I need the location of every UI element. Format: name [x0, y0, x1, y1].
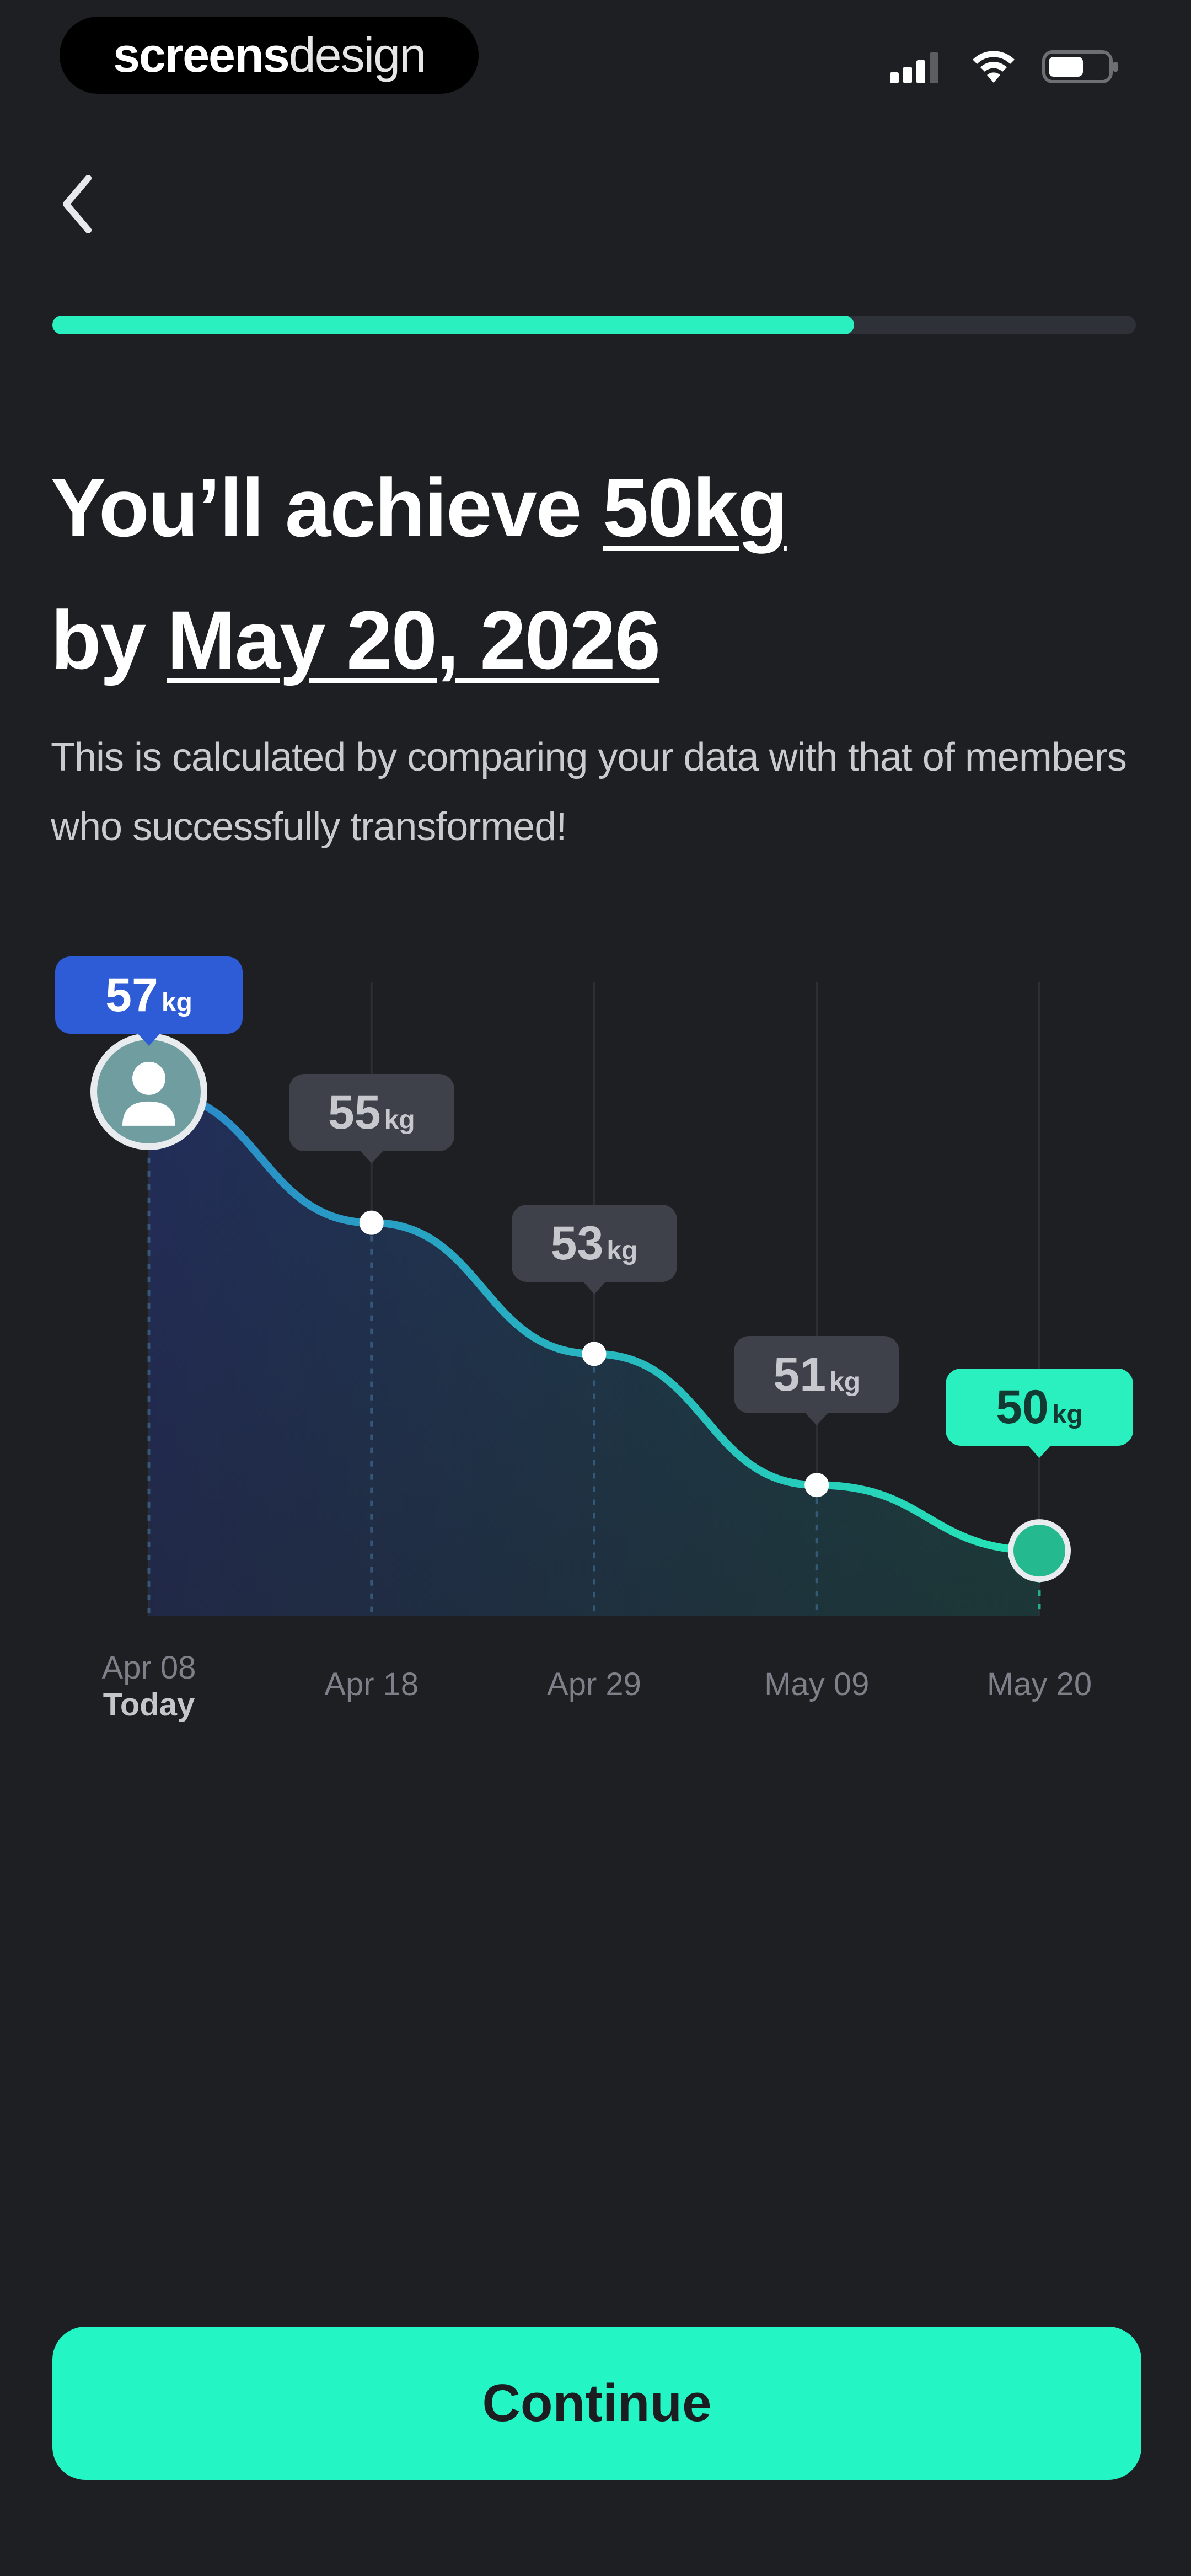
x-axis-date: Apr 08 — [101, 1650, 196, 1686]
x-axis-date: Apr 29 — [547, 1666, 641, 1702]
headline-prefix-2: by — [51, 594, 167, 686]
chart-svg — [90, 982, 1071, 1616]
chevron-left-icon — [63, 175, 92, 233]
x-axis-sublabel: Today — [103, 1687, 195, 1723]
tooltip-unit: kg — [607, 1236, 638, 1266]
x-axis-date: May 20 — [986, 1666, 1092, 1702]
avatar-head-icon — [132, 1061, 165, 1095]
brand-bold-text: screens — [112, 28, 290, 82]
tooltip-arrow — [359, 1150, 384, 1163]
weight-tooltip-4: 50 kg — [946, 1369, 1133, 1458]
headline-line-2: by May 20, 2026 — [51, 574, 1142, 706]
x-axis-label-3: May 09 — [734, 1666, 899, 1703]
end-point — [1008, 1519, 1071, 1583]
tooltip-arrow — [137, 1032, 161, 1046]
avatar-body-icon — [122, 1101, 175, 1126]
tooltip-arrow — [804, 1412, 829, 1426]
weight-tooltip-1: 55 kg — [288, 1073, 454, 1163]
weight-tooltip-3: 51 kg — [734, 1336, 900, 1426]
tooltip-arrow — [582, 1281, 607, 1295]
tooltip-value: 57 — [105, 968, 158, 1022]
data-point-2 — [582, 1342, 607, 1366]
data-point-1 — [359, 1210, 384, 1235]
headline-line-1: You’ll achieve 50kg — [51, 441, 1142, 574]
page-title: You’ll achieve 50kg by May 20, 2026 — [51, 441, 1142, 706]
tooltip-value: 51 — [773, 1348, 827, 1402]
progress-fill — [52, 316, 855, 334]
weight-projection-chart: 57 kg 55 kg 53 kg 51 kg 50 kg Apr 08 Today Apr 18 Apr… — [0, 938, 1191, 1765]
brand-light-text: design — [288, 28, 426, 82]
x-axis-date: Apr 18 — [324, 1666, 419, 1702]
back-button[interactable] — [50, 165, 105, 243]
tooltip-value: 55 — [328, 1086, 381, 1139]
x-axis-label-4: May 20 — [957, 1666, 1122, 1703]
continue-button[interactable]: Continue — [52, 2327, 1141, 2480]
tooltip-unit: kg — [161, 987, 192, 1017]
tooltip-value: 50 — [996, 1381, 1049, 1434]
tooltip-unit: kg — [829, 1367, 861, 1397]
weight-tooltip-2: 53 kg — [511, 1205, 677, 1295]
tooltip-value: 53 — [550, 1217, 604, 1270]
status-bar: screens design — [0, 0, 1191, 110]
x-axis-label-1: Apr 18 — [289, 1666, 454, 1703]
data-point-3 — [804, 1473, 829, 1498]
target-date: May 20, 2026 — [167, 594, 661, 686]
x-axis-label-2: Apr 29 — [512, 1666, 677, 1703]
headline-prefix-1: You’ll achieve — [51, 461, 603, 554]
tooltip-arrow — [1027, 1445, 1051, 1458]
subtitle: This is calculated by comparing your dat… — [51, 735, 1127, 849]
wifi-icon — [973, 51, 1015, 83]
battery-icon — [1042, 50, 1118, 83]
x-axis-date: May 09 — [764, 1666, 870, 1702]
brand-pill: screens design — [60, 17, 479, 94]
tooltip-unit: kg — [384, 1105, 415, 1135]
weight-tooltip-0: 57 kg — [55, 956, 243, 1046]
x-axis-label-0: Apr 08 Today — [66, 1649, 232, 1723]
onboarding-progress-bar — [52, 316, 1136, 334]
status-icons — [890, 49, 1119, 85]
signal-icon — [890, 52, 938, 83]
target-weight: 50kg — [602, 461, 788, 554]
tooltip-unit: kg — [1051, 1400, 1083, 1430]
